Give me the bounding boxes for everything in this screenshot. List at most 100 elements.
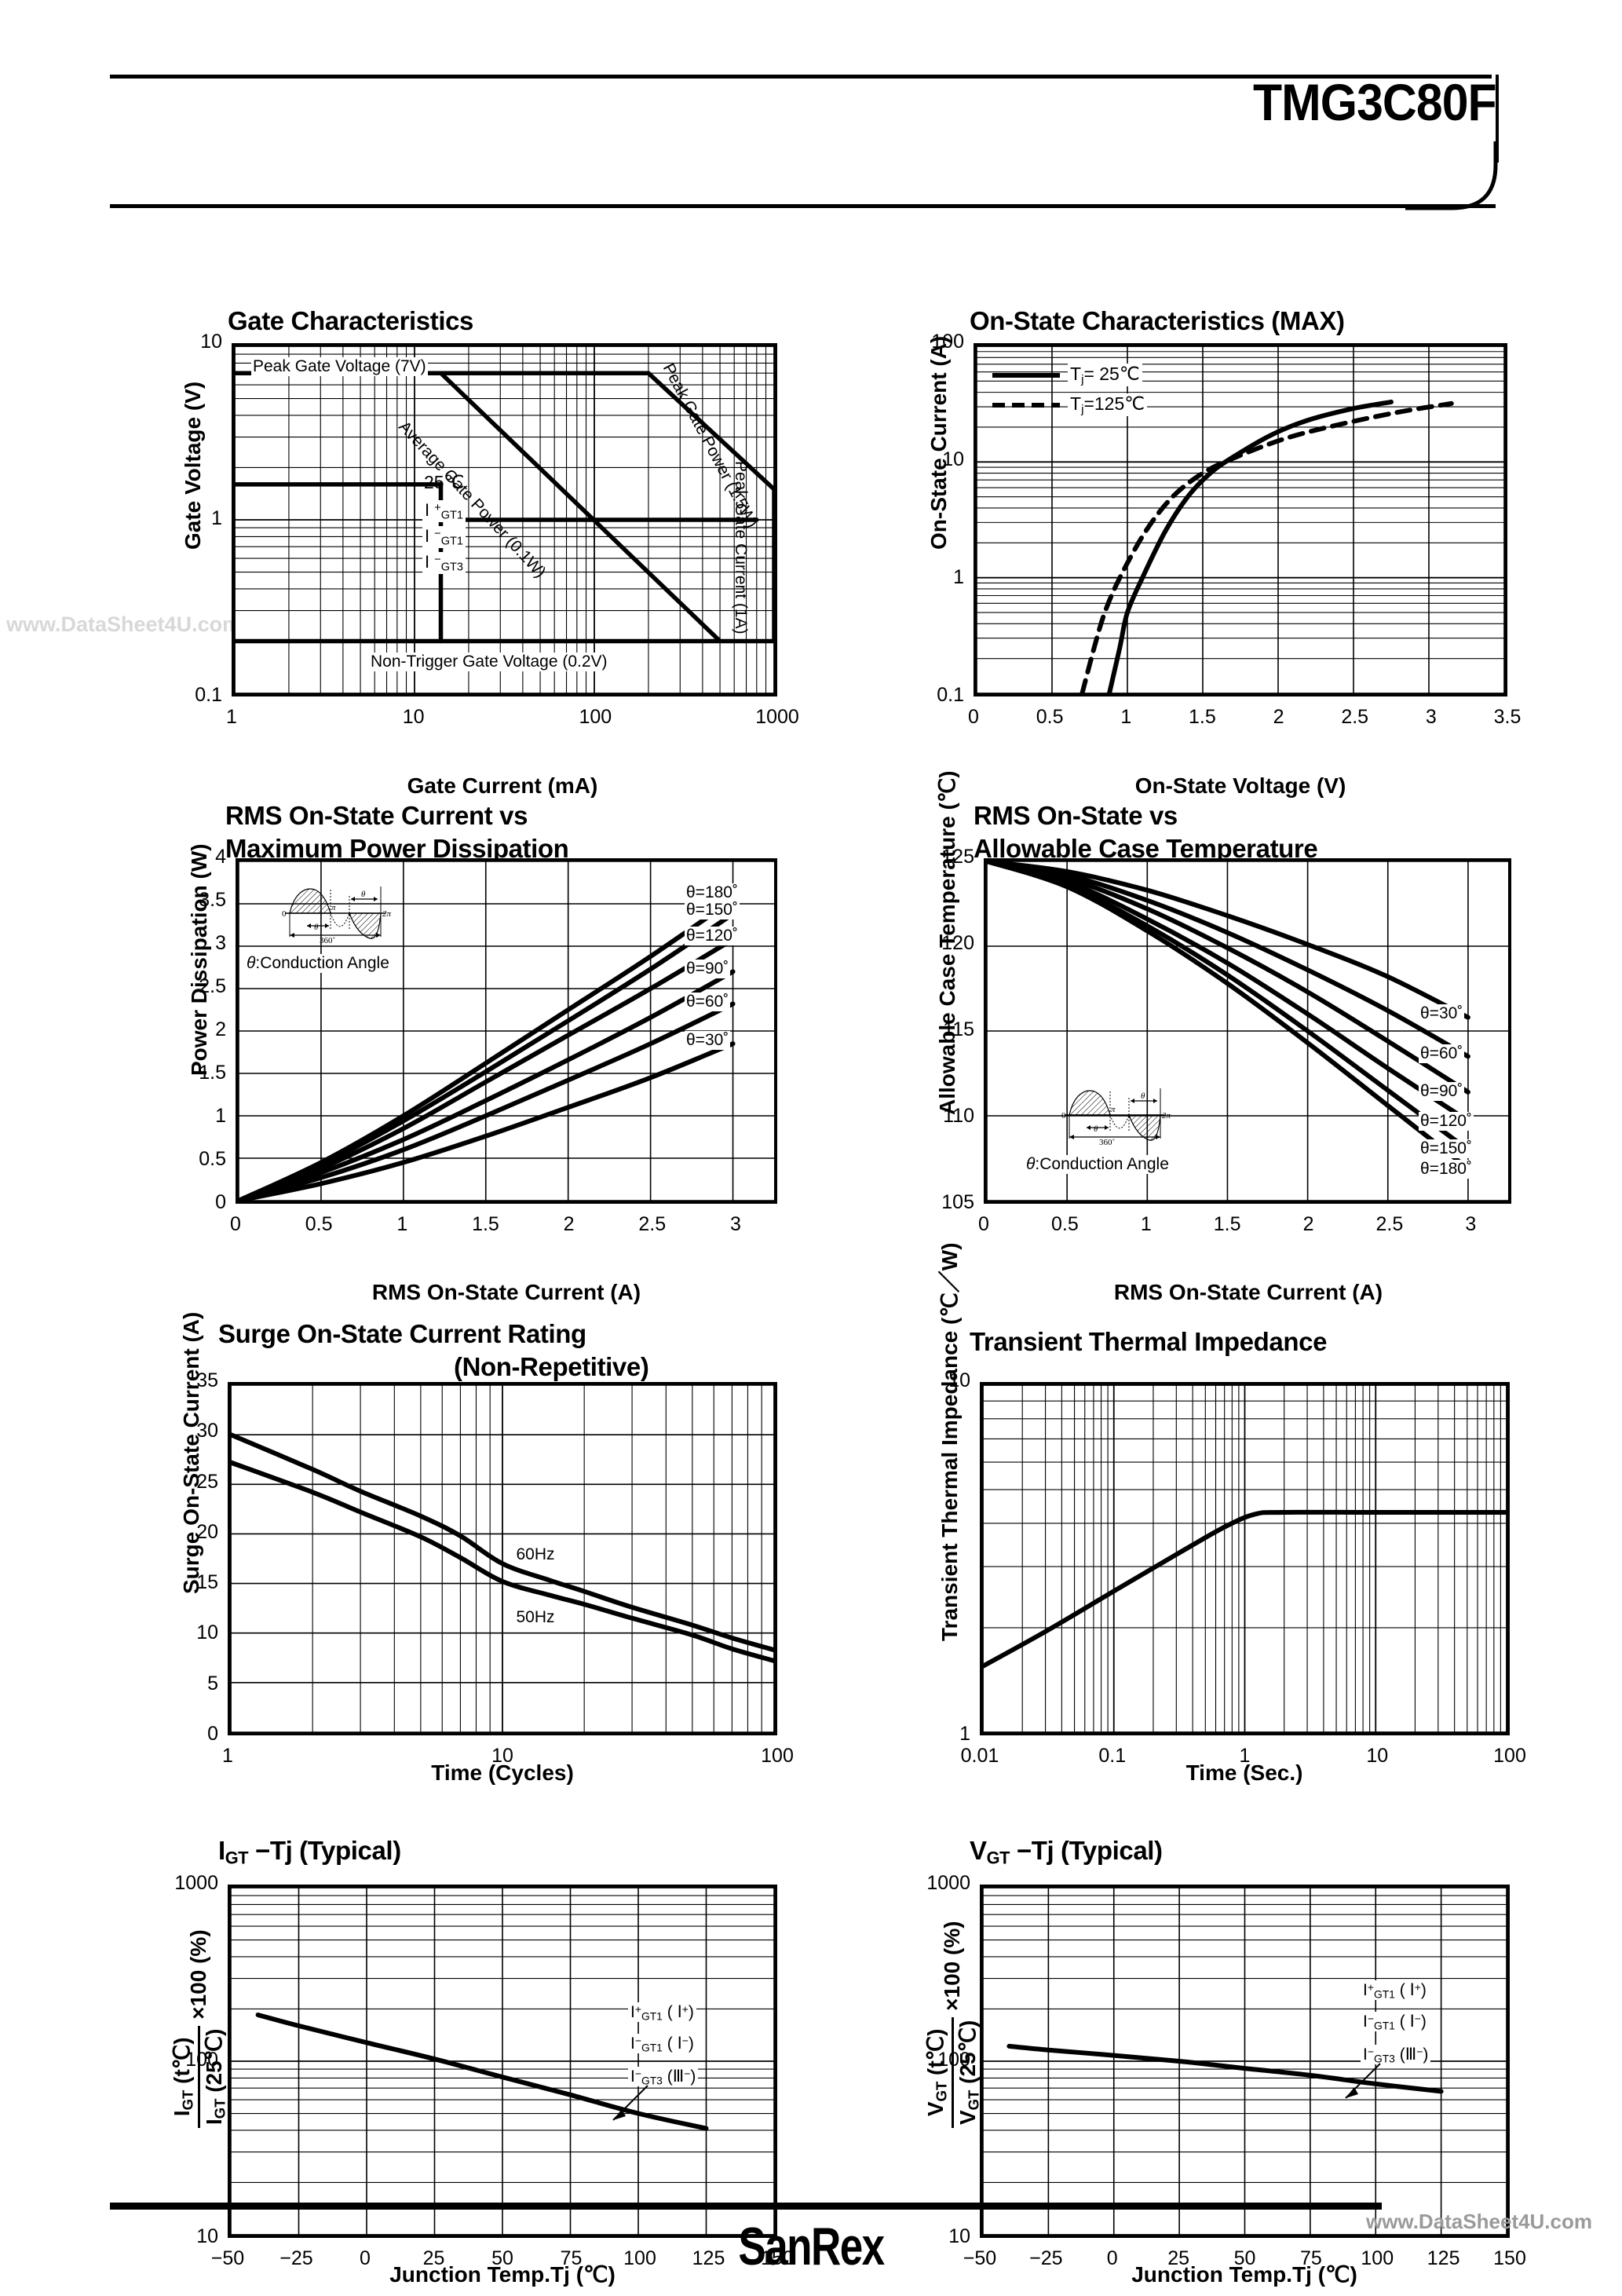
series-90: [987, 861, 1470, 1095]
yaxis-label-igt: IGT (t℃) IGT (25℃) ×100 (%): [169, 1929, 228, 2128]
svg-text:0: 0: [282, 909, 287, 919]
plot-svg-zth: [983, 1385, 1507, 1732]
header-corner-curve: [1405, 141, 1498, 210]
ytick-surge: 5: [207, 1672, 218, 1695]
xtick-pdiss: 0.5: [305, 1213, 333, 1235]
igt-legend-item-1: I−GT1 ( Ⅰ−): [628, 2034, 696, 2054]
plot-svg-gate: [235, 346, 774, 693]
ytick-onstate: 1: [953, 566, 964, 588]
ytick-casetemp: 110: [943, 1105, 974, 1127]
xtick-igt: −50: [210, 2247, 245, 2269]
header-bottom-rule: [110, 204, 1496, 208]
vgt-callout-arrow: [1345, 2063, 1381, 2099]
xaxis-label-gate: Gate Current (mA): [407, 773, 598, 798]
svg-text:2π: 2π: [382, 909, 392, 919]
surge-label-50hz: 50Hz: [513, 1608, 557, 1627]
yaxis-label-casetemp: Allowable Case Temperature (℃): [935, 770, 959, 1115]
ytick-zth: 1: [959, 1723, 970, 1745]
xtick-pdiss: 3: [729, 1213, 741, 1235]
ytick-pdiss: 4: [215, 846, 226, 868]
svg-text:π: π: [1111, 1105, 1116, 1114]
xtick-zth: 100: [1493, 1745, 1526, 1767]
gate-note-peak-voltage: Peak Gate Voltage (7V): [251, 357, 428, 376]
curve-label-120-casetemp: θ=120˚: [1419, 1111, 1474, 1131]
igt-legend-item-0: I+GT1 ( Ⅰ+): [628, 2002, 696, 2023]
xtick-gate: 1: [226, 706, 237, 728]
xtick-igt: −25: [279, 2247, 313, 2269]
xtick-onstate: 0: [968, 706, 979, 728]
series-180: [987, 861, 1470, 1171]
curve-label-60-pdiss: θ=60˚: [685, 992, 731, 1011]
ytick-surge: 25: [196, 1470, 218, 1493]
plot-area-gate: [232, 343, 777, 696]
chart-title-zth: Transient Thermal Impedance: [970, 1327, 1328, 1356]
xtick-igt: 125: [692, 2247, 725, 2269]
series-peak-gate-power-1-5w: [646, 371, 774, 492]
gate-note-25c: 25℃: [424, 472, 465, 492]
page-header: TMG3C80F: [0, 0, 1622, 210]
xtick-vgt: −50: [963, 2247, 997, 2269]
xtick-pdiss: 1: [396, 1213, 408, 1235]
xaxis-label-igt: Junction Temp.Tj (℃): [389, 2262, 616, 2287]
xtick-casetemp: 1.5: [1213, 1213, 1241, 1235]
series-igt-ratio: [255, 2013, 709, 2131]
igt-legend-item-2: I−GT3 (Ⅲ−): [628, 2067, 699, 2087]
series-tj-25c: [1107, 399, 1394, 693]
yaxis-label-onstate: On-State Current (A): [926, 335, 951, 550]
plot-svg-casetemp: [987, 861, 1508, 1201]
gate-legend-item-2: I −GT3: [422, 552, 466, 574]
gate-legend-item-1: I −GT1: [422, 526, 466, 548]
ytick-casetemp: 115: [943, 1018, 974, 1040]
yaxis-label-gate: Gate Voltage (V): [181, 381, 205, 550]
ytick-igt: 1000: [174, 1872, 218, 1894]
vgt-legend-item-2: I−GT3 (Ⅲ−): [1361, 2045, 1431, 2065]
xtick-surge: 100: [761, 1745, 794, 1767]
header-box: [110, 75, 1499, 163]
vgt-legend-item-0: I+GT1 ( Ⅰ+): [1361, 1980, 1429, 2001]
series-average-gate-power-0-1w: [438, 371, 722, 644]
side-watermark: www.DataSheet4U.com: [6, 612, 242, 636]
ytick-pdiss: 1.5: [199, 1062, 226, 1084]
ytick-surge: 20: [196, 1520, 218, 1543]
svg-text:θ: θ: [361, 890, 366, 899]
gate-note-non-trigger: Non-Trigger Gate Voltage (0.2V): [369, 653, 609, 672]
ytick-casetemp: 105: [941, 1191, 974, 1213]
ytick-igt: 100: [185, 2049, 218, 2071]
xtick-onstate: 1.5: [1189, 706, 1216, 728]
series-50hz: [231, 1460, 774, 1664]
xtick-igt: 100: [623, 2247, 656, 2269]
series-120: [239, 937, 736, 1201]
plot-area-onstate: [974, 343, 1507, 696]
xtick-onstate: 3: [1425, 706, 1437, 728]
xtick-casetemp: 1: [1140, 1213, 1152, 1235]
series-vgt-ratio: [1006, 2043, 1444, 2094]
xtick-igt: 75: [560, 2247, 583, 2269]
xtick-onstate: 0.5: [1036, 706, 1064, 728]
plot-area-surge: [228, 1382, 777, 1735]
ytick-vgt: 100: [937, 2049, 970, 2071]
ytick-gate: 0.1: [195, 684, 222, 706]
ytick-surge: 15: [196, 1571, 218, 1594]
chart-title-casetemp: RMS On-State vs: [974, 801, 1178, 830]
ytick-pdiss: 1: [215, 1105, 226, 1127]
chart-title-pdiss: RMS On-State Current vs: [225, 801, 528, 830]
xtick-vgt: 125: [1427, 2247, 1460, 2269]
xaxis-label-pdiss: RMS On-State Current (A): [371, 1280, 641, 1304]
series-load-line-25c: [235, 482, 444, 644]
xtick-zth: 1: [1239, 1745, 1251, 1767]
vgt-legend-item-1: I−GT1 ( Ⅰ−): [1361, 2012, 1429, 2032]
legend-label-1: Tj=125℃: [1068, 393, 1148, 416]
series-30: [239, 1041, 736, 1201]
ytick-onstate: 100: [931, 331, 964, 353]
curve-label-30-casetemp: θ=30˚: [1419, 1004, 1465, 1024]
yaxis-label-zth: Transient Thermal Impedance (℃／W): [937, 1242, 962, 1641]
chart-title-igt: IGT −Tj (Typical): [218, 1836, 401, 1868]
svg-text:2π: 2π: [1162, 1111, 1171, 1121]
plot-svg-vgt: [983, 1888, 1507, 2235]
xaxis-label-surge: Time (Cycles): [431, 1760, 574, 1785]
xtick-onstate: 3.5: [1493, 706, 1522, 728]
part-number: TMG3C80F: [1253, 73, 1497, 131]
xtick-zth: 0.1: [1098, 1745, 1127, 1767]
footer-rule: [110, 2203, 1382, 2210]
